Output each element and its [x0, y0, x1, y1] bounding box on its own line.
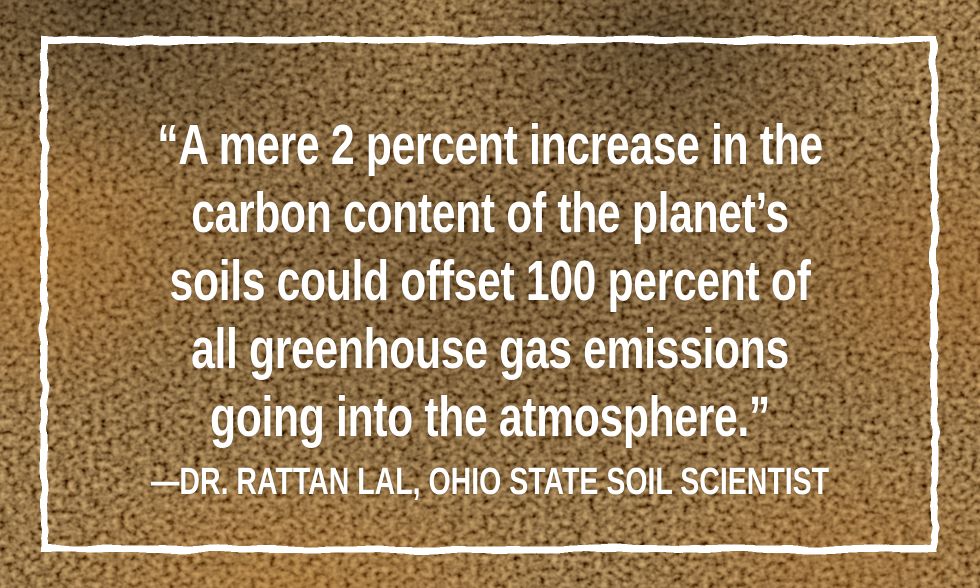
quote-line: all greenhouse gas emissions: [191, 317, 789, 381]
quote-line: going into the atmosphere.”: [210, 385, 770, 449]
quote-line: soils could offset 100 percent of: [169, 249, 811, 313]
quote-line: “A mere 2 percent increase in the: [157, 113, 823, 177]
quote-attribution: —DR. RATTAN LAL, OHIO STATE SOIL SCIENTI…: [150, 461, 830, 503]
quote-line: carbon content of the planet’s: [191, 181, 789, 245]
frame-rect: [40, 36, 938, 553]
quote-block: “A mere 2 percent increase in the carbon…: [123, 111, 858, 504]
